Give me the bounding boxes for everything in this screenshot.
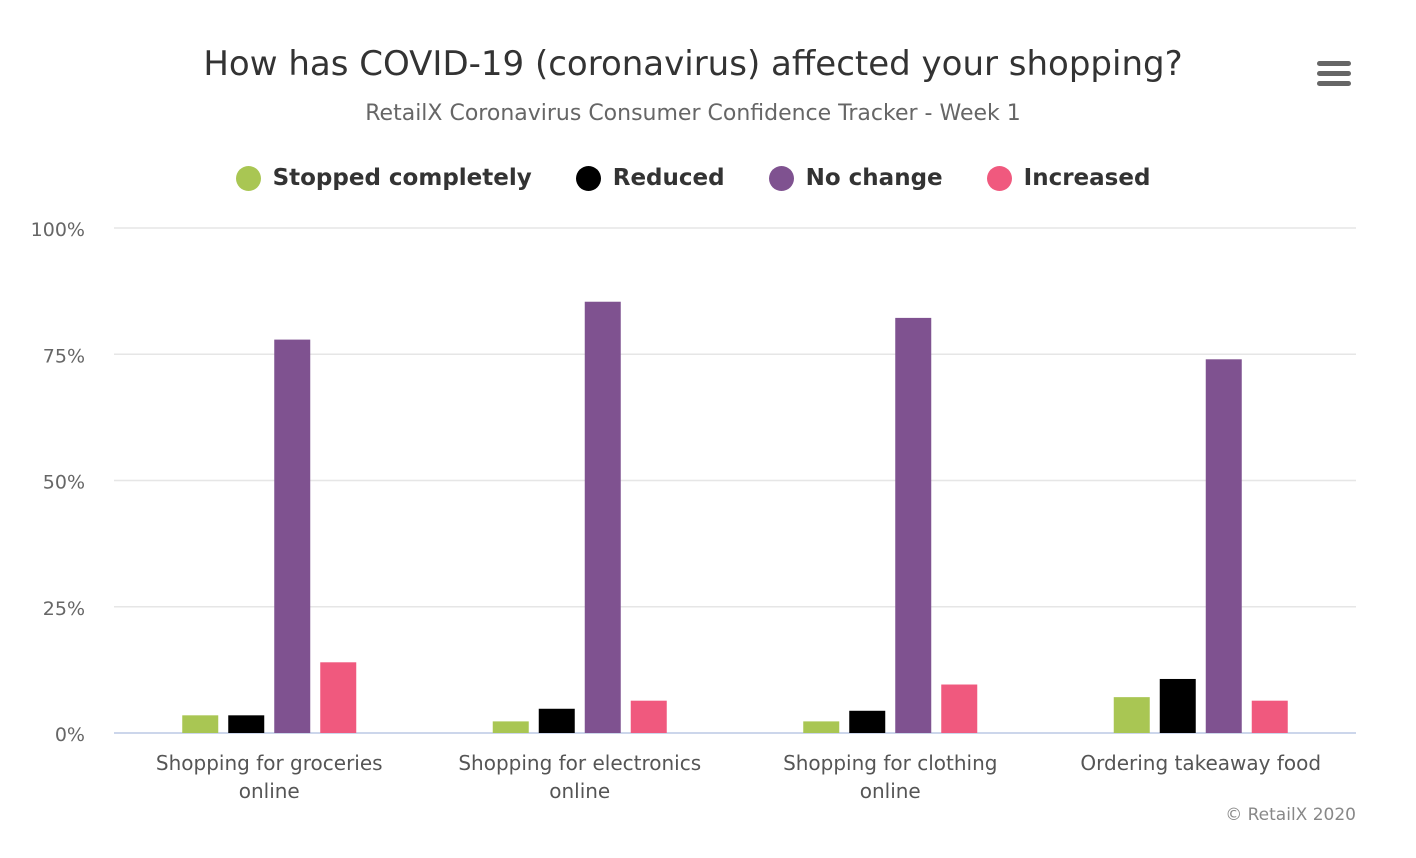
bar[interactable] — [1113, 697, 1150, 733]
bar[interactable] — [538, 708, 575, 733]
bar[interactable] — [492, 721, 529, 733]
bar[interactable] — [1159, 678, 1196, 733]
legend-dot-icon — [235, 165, 261, 191]
bar[interactable] — [274, 339, 311, 733]
menu-bar-icon — [1317, 61, 1351, 66]
bar[interactable] — [849, 710, 886, 733]
legend: Stopped completely Reduced No change Inc… — [0, 165, 1386, 191]
bar[interactable] — [1205, 359, 1242, 733]
credits-link[interactable]: © RetailX 2020 — [1225, 805, 1356, 825]
x-tick-label: online — [860, 779, 921, 803]
hamburger-menu-icon[interactable] — [1312, 56, 1356, 92]
x-tick-label: Ordering takeaway food — [1080, 751, 1321, 775]
y-tick-label: 0% — [55, 724, 85, 746]
bar[interactable] — [584, 301, 621, 733]
chart-subtitle: RetailX Coronavirus Consumer Confidence … — [365, 101, 1021, 126]
bar[interactable] — [1251, 700, 1288, 733]
bar[interactable] — [182, 715, 219, 733]
x-tick-label: Shopping for clothing — [783, 751, 997, 775]
y-tick-label: 75% — [43, 345, 85, 367]
legend-item-stopped[interactable]: Stopped completely — [235, 165, 532, 191]
legend-dot-icon — [768, 165, 794, 191]
legend-label: Reduced — [612, 165, 725, 191]
bar[interactable] — [228, 715, 265, 733]
menu-bar-icon — [1317, 81, 1351, 86]
x-tick-label: online — [549, 779, 610, 803]
bar[interactable] — [320, 662, 357, 733]
y-tick-label: 50% — [43, 472, 85, 494]
menu-bar-icon — [1317, 71, 1351, 76]
legend-item-no-change[interactable]: No change — [768, 165, 943, 191]
y-tick-label: 25% — [43, 598, 85, 620]
bar[interactable] — [630, 700, 667, 733]
y-tick-label: 100% — [31, 219, 85, 241]
bar[interactable] — [941, 684, 978, 733]
legend-dot-icon — [575, 165, 601, 191]
x-tick-label: online — [239, 779, 300, 803]
x-tick-label: Shopping for electronics — [458, 751, 701, 775]
legend-label: Increased — [1023, 165, 1151, 191]
legend-item-reduced[interactable]: Reduced — [575, 165, 725, 191]
x-tick-label: Shopping for groceries — [156, 751, 383, 775]
legend-label: No change — [805, 165, 943, 191]
bar[interactable] — [803, 721, 840, 733]
bar[interactable] — [895, 317, 932, 733]
legend-dot-icon — [986, 165, 1012, 191]
legend-label: Stopped completely — [272, 165, 532, 191]
legend-item-increased[interactable]: Increased — [986, 165, 1151, 191]
chart-title: How has COVID-19 (coronavirus) affected … — [203, 44, 1183, 84]
